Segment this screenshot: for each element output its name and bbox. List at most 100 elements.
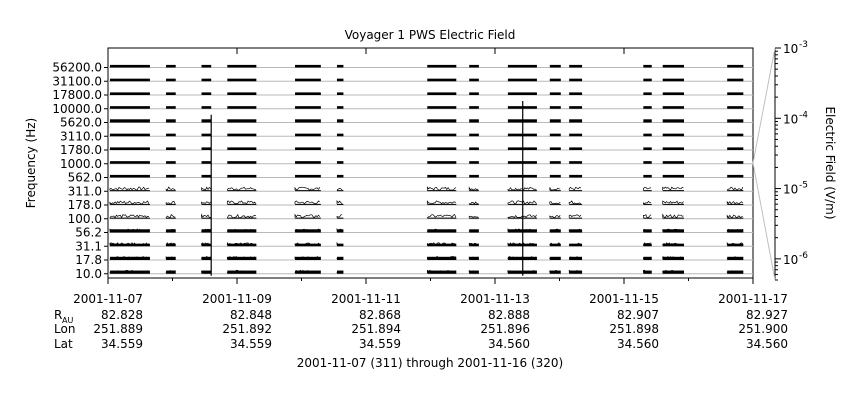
y-tick-label: 56.2 (75, 226, 102, 240)
channel-trace (109, 243, 150, 247)
channel-trace (201, 64, 212, 68)
ephemeris-value: 34.560 (746, 337, 788, 351)
channel-trace (336, 147, 344, 150)
channel-trace (166, 64, 176, 68)
channel-noise (568, 256, 582, 260)
channel-noise (726, 256, 743, 260)
channel-noise (726, 241, 743, 246)
channel-noise (643, 229, 652, 232)
channel-noise (568, 242, 581, 246)
channel-noise (568, 228, 582, 232)
channel-noise (226, 241, 257, 246)
channel-noise (226, 256, 257, 260)
x-tick-label: 2001-11-17 (718, 292, 788, 306)
x-tick-label: 2001-11-15 (589, 292, 659, 306)
channel-trace (569, 119, 583, 123)
x-tick-label: 2001-11-09 (202, 292, 272, 306)
channel-noise (726, 186, 744, 191)
channel-trace (662, 133, 684, 137)
ephemeris-value: 251.889 (93, 322, 143, 336)
channel-trace (336, 92, 344, 95)
channel-trace (662, 161, 684, 164)
channel-trace (295, 270, 321, 274)
channel-noise (662, 270, 684, 273)
channel-trace (727, 147, 744, 150)
y-tick-label: 17800.0 (52, 88, 102, 102)
channel-noise (507, 228, 537, 233)
channel-trace (109, 133, 150, 137)
channel-trace (295, 174, 321, 178)
color-scale-tick-exponent: -4 (799, 110, 808, 120)
y-axis-label: Frequency (Hz) (24, 118, 38, 209)
ephemeris-value: 34.559 (101, 337, 143, 351)
channel-trace (469, 174, 479, 178)
channel-trace (109, 147, 150, 150)
channel-trace (469, 161, 479, 164)
channel-trace (227, 106, 257, 109)
channel-trace (201, 78, 212, 82)
ephemeris-value: 82.888 (488, 308, 530, 322)
channel-trace (469, 147, 479, 150)
channel-noise (662, 255, 684, 260)
channel-trace (643, 161, 652, 164)
channel-noise (226, 213, 256, 219)
channel-noise (643, 256, 652, 260)
channel-trace (549, 133, 561, 137)
channel-trace (295, 106, 321, 109)
channel-noise (426, 228, 457, 232)
ephemeris-row-label: Lon (54, 322, 75, 336)
channel-trace (109, 64, 150, 68)
channel-noise (468, 215, 479, 218)
channel-trace (295, 78, 321, 82)
channel-noise (643, 269, 652, 274)
channel-trace (201, 256, 212, 260)
channel-noise (662, 186, 684, 191)
channel-trace (662, 119, 684, 123)
channel-noise (165, 186, 176, 191)
channel-trace (227, 161, 257, 164)
channel-noise (165, 256, 176, 260)
y-tick-label: 178.0 (68, 198, 102, 212)
channel-trace (643, 64, 652, 68)
channel-noise (201, 270, 211, 273)
channel-trace (166, 92, 176, 95)
channel-trace (336, 64, 344, 68)
channel-trace (336, 119, 344, 123)
channel-noise (109, 200, 150, 205)
scale-connector (752, 162, 776, 281)
channel-trace (727, 256, 744, 260)
channel-trace (569, 64, 583, 68)
channel-trace (569, 133, 583, 137)
date-range-footer: 2001-11-07 (311) through 2001-11-16 (320… (297, 356, 563, 370)
channel-trace (549, 119, 561, 123)
channel-trace (727, 64, 744, 68)
ephemeris-table: R AU 82.828 82.848 82.868 82.888 82.907 82.927 L… (54, 308, 788, 351)
channel-trace (569, 161, 583, 164)
channel-trace (643, 78, 652, 82)
y-tick-label: 10000.0 (52, 102, 102, 116)
channel-trace (166, 229, 176, 233)
channel-noise (165, 214, 176, 219)
channel-trace (336, 133, 344, 137)
channel-noise (201, 186, 211, 191)
channel-noise (468, 201, 479, 205)
channel-trace (643, 256, 652, 260)
ephemeris-row-sublabel: AU (62, 316, 73, 325)
color-scale-tick-base: 10 (783, 42, 798, 56)
chart-title: Voyager 1 PWS Electric Field (345, 28, 516, 42)
color-scale-label: Electric Field (V/m) (823, 106, 837, 219)
color-scale-tick-exponent: -3 (799, 40, 808, 50)
channel-noise (201, 213, 211, 218)
channel-noise (294, 242, 321, 246)
channel-trace (662, 243, 684, 247)
channel-trace (166, 256, 176, 260)
channel-trace (569, 174, 583, 178)
channel-trace (469, 64, 479, 68)
channel-noise (568, 214, 582, 218)
channel-trace (643, 243, 652, 247)
color-scale-tick-base: 10 (783, 253, 798, 267)
channel-trace (336, 106, 344, 109)
channel-trace (727, 106, 744, 109)
channel-trace (109, 119, 150, 123)
x-axis: 2001-11-07 2001-11-09 2001-11-11 2001-11-13… (73, 48, 788, 306)
